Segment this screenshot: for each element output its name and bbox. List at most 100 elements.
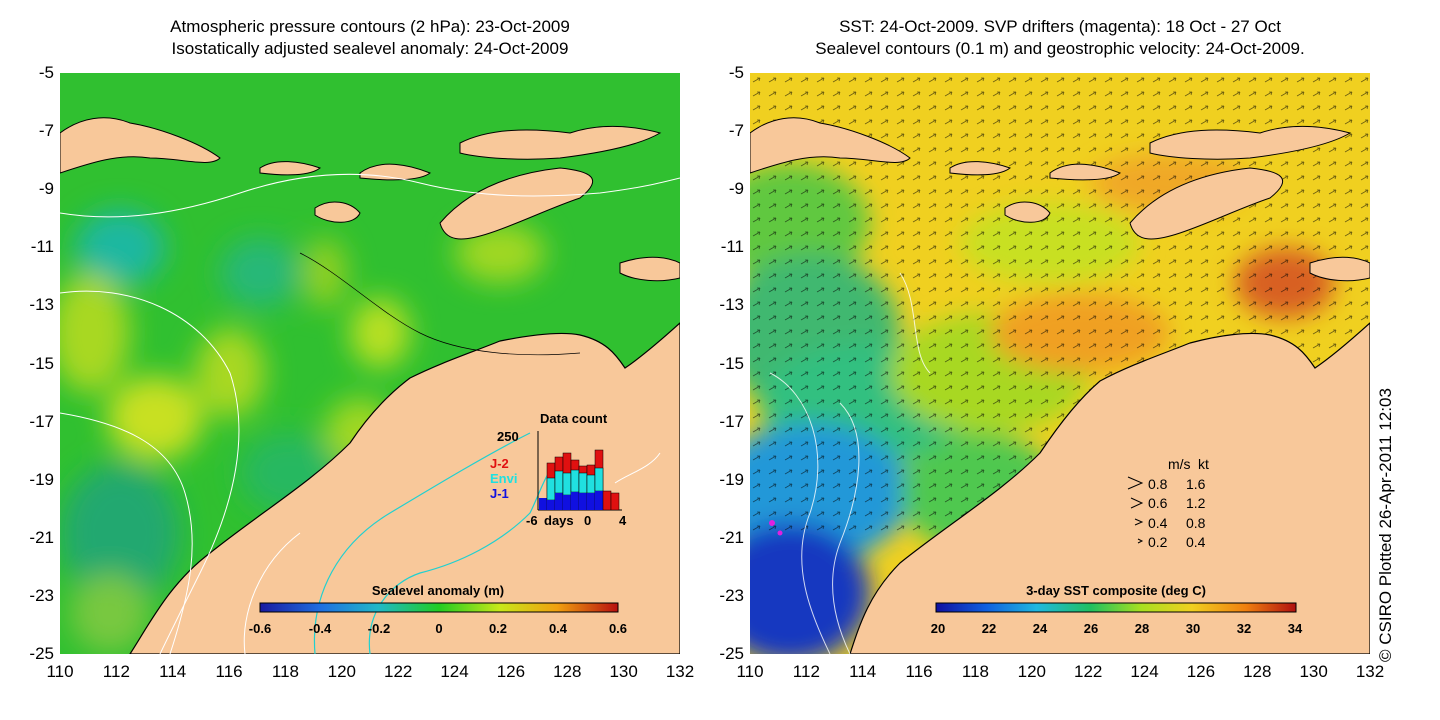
left-y-tick: -25 bbox=[29, 644, 54, 663]
sla-tick-2: -0.2 bbox=[368, 621, 390, 636]
right-y-tick: -25 bbox=[719, 644, 744, 663]
inset-legend-j2: J-2 bbox=[490, 456, 509, 471]
left-y-tick: -19 bbox=[29, 469, 54, 489]
right-x-tick: 122 bbox=[1073, 662, 1103, 681]
right-x-tick: 130 bbox=[1299, 662, 1328, 681]
left-x-tick: 116 bbox=[215, 662, 243, 681]
inset-xlabel: days bbox=[544, 513, 574, 528]
data-count-inset: Data count 250 J-2 Envi J-1 bbox=[490, 411, 627, 528]
inset-bars bbox=[539, 449, 620, 511]
right-x-tick: 114 bbox=[849, 662, 877, 681]
sst-map[interactable]: m/s kt 0.8 1.6 0.6 1.2 0.4 0.8 0.2 0.4 3… bbox=[750, 73, 1370, 654]
velocity-key-header-kt: kt bbox=[1198, 456, 1209, 472]
left-title: Atmospheric pressure contours (2 hPa): 2… bbox=[60, 16, 680, 60]
left-y-tick: -13 bbox=[29, 295, 54, 315]
pressure-contour-1 bbox=[60, 173, 680, 218]
left-title-line2: Isostatically adjusted sealevel anomaly:… bbox=[171, 39, 569, 58]
velocity-key-arrow-2 bbox=[1134, 518, 1144, 526]
left-y-tick: -7 bbox=[38, 121, 54, 141]
right-y-tick: -9 bbox=[728, 179, 744, 199]
left-y-tick: -5 bbox=[38, 63, 54, 82]
inset-legend-envi: Envi bbox=[490, 471, 517, 486]
right-x-tick: 120 bbox=[1017, 662, 1046, 681]
right-x-tick: 126 bbox=[1186, 662, 1216, 681]
sst-colorbar: 3-day SST composite (deg C) 20 22 24 26 … bbox=[931, 583, 1303, 636]
left-x-tick: 114 bbox=[159, 662, 187, 681]
sealevel-anomaly-map[interactable]: Data count 250 J-2 Envi J-1 bbox=[60, 73, 680, 654]
left-y-tick: -23 bbox=[29, 585, 54, 605]
sla-tick-4: 0.2 bbox=[489, 621, 507, 636]
left-y-tick: -15 bbox=[29, 353, 54, 373]
tiwi-island bbox=[619, 256, 680, 282]
pressure-contour-land bbox=[614, 452, 661, 484]
sst-tick-5: 30 bbox=[1186, 621, 1200, 636]
velocity-key-kt-2: 0.8 bbox=[1186, 515, 1206, 531]
left-x-tick: 124 bbox=[440, 662, 469, 681]
velocity-key-kt-3: 0.4 bbox=[1186, 534, 1206, 550]
sla-tick-0: -0.6 bbox=[249, 621, 271, 636]
sealevel-anomaly-map-svg: Data count 250 J-2 Envi J-1 bbox=[60, 73, 680, 654]
sla-colorbar-gradient bbox=[259, 602, 619, 613]
right-x-tick: 112 bbox=[792, 662, 820, 681]
sla-tick-5: 0.4 bbox=[549, 621, 568, 636]
sst-tick-1: 22 bbox=[982, 621, 996, 636]
sst-tick-2: 24 bbox=[1033, 621, 1048, 636]
right-y-tick: -15 bbox=[719, 353, 744, 373]
left-x-tick: 122 bbox=[383, 662, 413, 681]
velocity-key-arrow-3 bbox=[1137, 538, 1144, 544]
inset-title: Data count bbox=[540, 411, 608, 426]
right-title: SST: 24-Oct-2009. SVP drifters (magenta)… bbox=[740, 16, 1380, 60]
right-y-tick: -11 bbox=[720, 237, 744, 257]
sla-colorbar-label: Sealevel anomaly (m) bbox=[372, 583, 504, 598]
right-y-tick: -7 bbox=[728, 121, 744, 141]
right-x-tick: 116 bbox=[905, 662, 933, 681]
left-x-tick: 112 bbox=[102, 662, 130, 681]
sumba-island bbox=[314, 201, 361, 223]
timor-island bbox=[439, 167, 594, 240]
left-y-tick: -21 bbox=[29, 527, 54, 547]
right-x-tick: 124 bbox=[1130, 662, 1159, 681]
left-y-tick: -17 bbox=[29, 411, 54, 431]
left-x-tick: 120 bbox=[327, 662, 356, 681]
pressure-contour-3 bbox=[60, 412, 193, 654]
sst-tick-4: 28 bbox=[1135, 621, 1149, 636]
sla-tick-3: 0 bbox=[435, 621, 442, 636]
right-y-tick: -23 bbox=[719, 585, 744, 605]
right-x-tick: 110 bbox=[736, 662, 764, 681]
inset-ymax-label: 250 bbox=[497, 429, 519, 444]
velocity-key-arrow-1 bbox=[1130, 497, 1144, 509]
sealevel-contour-3 bbox=[899, 272, 931, 374]
right-x-tick: 118 bbox=[961, 662, 989, 681]
sla-tick-1: -0.4 bbox=[309, 621, 332, 636]
sumbawa-island-sst bbox=[1049, 163, 1121, 181]
tiwi-island-sst bbox=[1309, 256, 1370, 282]
left-x-tick: 128 bbox=[553, 662, 582, 681]
velocity-key-ms-0: 0.8 bbox=[1148, 476, 1168, 492]
australia-land-sst bbox=[849, 322, 1370, 654]
pressure-contour-4 bbox=[243, 532, 301, 654]
left-x-tick: 130 bbox=[609, 662, 638, 681]
right-y-tick: -5 bbox=[728, 63, 744, 82]
left-y-tick: -9 bbox=[38, 179, 54, 199]
credit-text: © CSIRO Plotted 26-Apr-2011 12:03 bbox=[1376, 388, 1395, 662]
sst-tick-7: 34 bbox=[1288, 621, 1303, 636]
right-x-tick: 132 bbox=[1355, 662, 1385, 681]
left-x-tick: 132 bbox=[665, 662, 695, 681]
right-x-tick: 128 bbox=[1243, 662, 1272, 681]
flores-island-sst bbox=[1149, 125, 1352, 160]
sst-colorbar-label: 3-day SST composite (deg C) bbox=[1026, 583, 1206, 598]
left-x-tick: 110 bbox=[46, 662, 74, 681]
inset-legend-j1: J-1 bbox=[490, 486, 509, 501]
svp-drifter bbox=[769, 520, 775, 526]
right-title-line2: Sealevel contours (0.1 m) and geostrophi… bbox=[815, 39, 1305, 58]
sumba-island-sst bbox=[1004, 201, 1051, 223]
java-island bbox=[60, 117, 221, 174]
inset-xtick-zero: 0 bbox=[584, 513, 591, 528]
sla-tick-6: 0.6 bbox=[609, 621, 627, 636]
velocity-key-header-ms: m/s bbox=[1168, 456, 1191, 472]
bathymetry-contour bbox=[299, 252, 581, 356]
left-y-tick: -11 bbox=[30, 237, 54, 257]
sst-tick-3: 26 bbox=[1084, 621, 1098, 636]
inset-xtick-max: 4 bbox=[619, 513, 627, 528]
flores-island bbox=[459, 125, 662, 160]
